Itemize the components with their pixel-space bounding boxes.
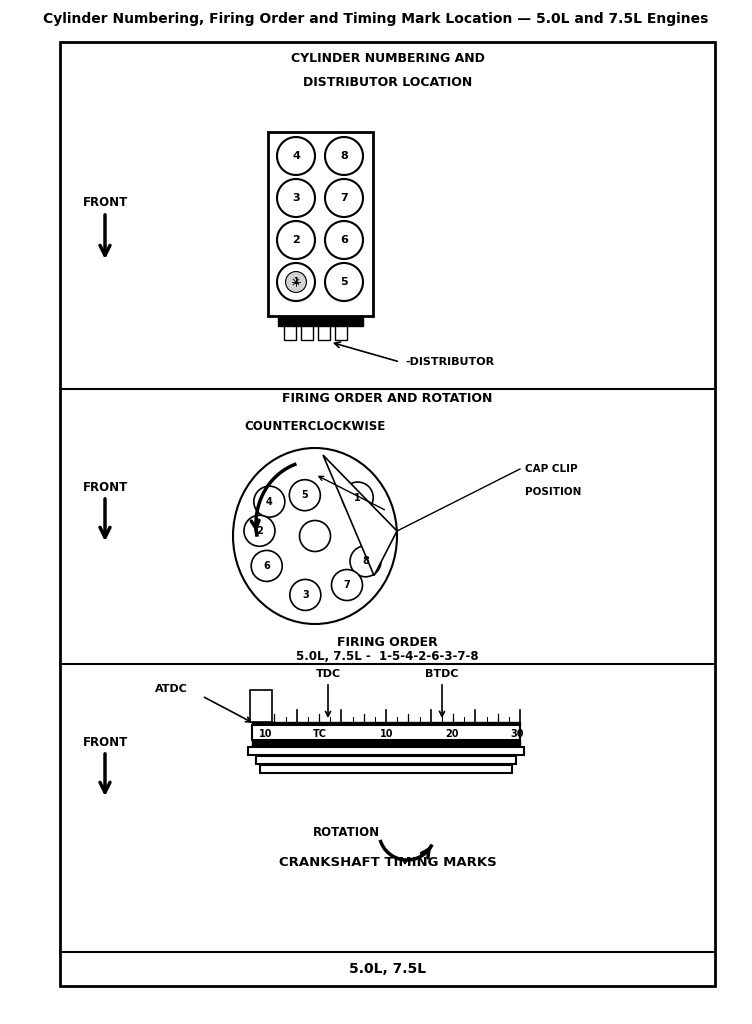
Polygon shape bbox=[301, 326, 313, 340]
Text: -DISTRIBUTOR: -DISTRIBUTOR bbox=[405, 357, 494, 367]
Ellipse shape bbox=[233, 449, 397, 624]
Text: 7: 7 bbox=[344, 580, 350, 590]
Text: 5: 5 bbox=[302, 490, 308, 500]
Text: FRONT: FRONT bbox=[83, 481, 128, 494]
Text: COUNTERCLOCKWISE: COUNTERCLOCKWISE bbox=[244, 421, 386, 433]
Text: 20: 20 bbox=[445, 729, 459, 739]
Circle shape bbox=[277, 263, 315, 301]
Text: FIRING ORDER AND ROTATION: FIRING ORDER AND ROTATION bbox=[282, 392, 493, 406]
Circle shape bbox=[277, 179, 315, 217]
Circle shape bbox=[325, 179, 363, 217]
Text: CRANKSHAFT TIMING MARKS: CRANKSHAFT TIMING MARKS bbox=[279, 855, 496, 868]
Circle shape bbox=[325, 221, 363, 259]
Circle shape bbox=[342, 482, 373, 513]
Text: TC: TC bbox=[313, 729, 327, 739]
Text: 8: 8 bbox=[340, 151, 348, 161]
Polygon shape bbox=[252, 725, 520, 740]
Polygon shape bbox=[277, 316, 362, 326]
Text: 10: 10 bbox=[259, 729, 273, 739]
Circle shape bbox=[325, 137, 363, 175]
Circle shape bbox=[254, 486, 285, 517]
Polygon shape bbox=[323, 455, 397, 575]
Text: 30: 30 bbox=[511, 729, 523, 739]
Circle shape bbox=[350, 546, 381, 577]
Circle shape bbox=[325, 263, 363, 301]
Polygon shape bbox=[317, 326, 329, 340]
Text: 3: 3 bbox=[302, 590, 308, 600]
Text: CYLINDER NUMBERING AND: CYLINDER NUMBERING AND bbox=[290, 52, 484, 66]
Circle shape bbox=[286, 271, 307, 293]
Text: FIRING ORDER: FIRING ORDER bbox=[337, 636, 438, 648]
Circle shape bbox=[277, 137, 315, 175]
Text: 5: 5 bbox=[340, 278, 348, 287]
Circle shape bbox=[244, 515, 275, 546]
Text: DISTRIBUTOR LOCATION: DISTRIBUTOR LOCATION bbox=[303, 76, 472, 88]
Polygon shape bbox=[252, 722, 520, 725]
Text: CAP CLIP: CAP CLIP bbox=[525, 464, 578, 474]
Text: FRONT: FRONT bbox=[83, 196, 128, 209]
Text: 5.0L, 7.5L: 5.0L, 7.5L bbox=[349, 962, 426, 976]
Text: 7: 7 bbox=[340, 193, 348, 203]
Circle shape bbox=[332, 569, 362, 600]
Circle shape bbox=[299, 520, 330, 552]
Circle shape bbox=[277, 221, 315, 259]
Polygon shape bbox=[252, 740, 520, 746]
Circle shape bbox=[290, 580, 321, 610]
Text: 4: 4 bbox=[292, 151, 300, 161]
Polygon shape bbox=[335, 326, 347, 340]
Text: ROTATION: ROTATION bbox=[313, 825, 380, 839]
Text: 5.0L, 7.5L -  1-5-4-2-6-3-7-8: 5.0L, 7.5L - 1-5-4-2-6-3-7-8 bbox=[296, 650, 479, 664]
Text: 1: 1 bbox=[293, 278, 299, 287]
Text: 2: 2 bbox=[292, 234, 300, 245]
Text: 6: 6 bbox=[263, 561, 270, 571]
Circle shape bbox=[290, 479, 320, 511]
Polygon shape bbox=[268, 132, 372, 316]
Text: 3: 3 bbox=[293, 193, 300, 203]
Circle shape bbox=[251, 551, 282, 582]
Text: ATDC: ATDC bbox=[155, 684, 188, 694]
Text: 4: 4 bbox=[266, 497, 273, 507]
Text: 8: 8 bbox=[362, 556, 369, 566]
Text: TDC: TDC bbox=[315, 669, 341, 679]
Polygon shape bbox=[256, 756, 516, 764]
Text: POSITION: POSITION bbox=[525, 487, 581, 497]
Text: 10: 10 bbox=[381, 729, 394, 739]
Text: 2: 2 bbox=[256, 525, 263, 536]
Polygon shape bbox=[250, 690, 272, 722]
Text: FRONT: FRONT bbox=[83, 736, 128, 749]
Polygon shape bbox=[284, 326, 296, 340]
Text: 1: 1 bbox=[354, 493, 361, 503]
Text: BTDC: BTDC bbox=[425, 669, 459, 679]
Text: 6: 6 bbox=[340, 234, 348, 245]
Polygon shape bbox=[260, 765, 512, 773]
Polygon shape bbox=[248, 746, 524, 755]
Text: Cylinder Numbering, Firing Order and Timing Mark Location — 5.0L and 7.5L Engine: Cylinder Numbering, Firing Order and Tim… bbox=[44, 12, 708, 26]
